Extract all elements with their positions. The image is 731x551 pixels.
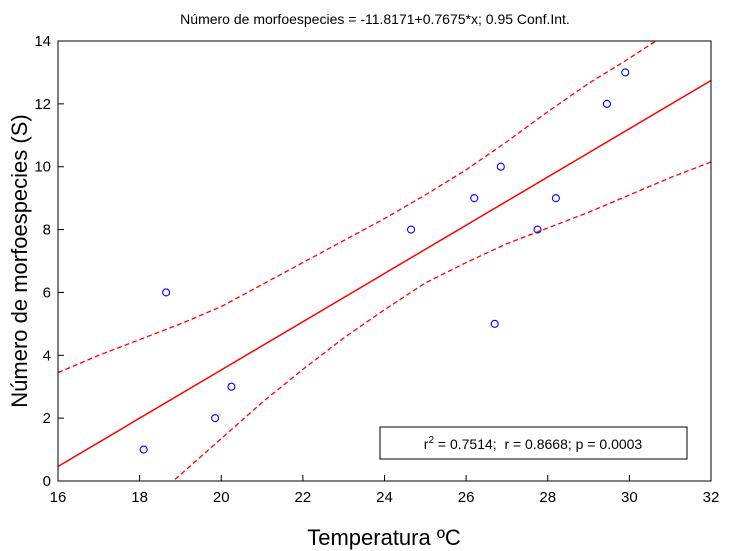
stats-text: r2 = 0.7514; r = 0.8668; p = 0.0003 <box>424 435 643 452</box>
y-tick-label: 6 <box>43 284 51 301</box>
stats-box <box>379 426 688 460</box>
data-points <box>139 68 630 454</box>
x-tick-label: 28 <box>539 489 556 506</box>
x-axis-ticks: 16 18 20 22 24 26 28 30 32 <box>50 475 720 506</box>
x-tick-label: 16 <box>50 489 67 506</box>
r2-symbol: r <box>424 436 429 452</box>
stats-values: = 0.7514; r = 0.8668; p = 0.0003 <box>434 436 642 452</box>
chart-title: Número de morfoespecies = -11.8171+0.767… <box>180 11 570 27</box>
plot-frame <box>57 40 712 482</box>
y-axis-ticks: 0 2 4 6 8 10 12 14 <box>34 33 64 490</box>
regression-line-group <box>58 79 711 468</box>
data-point <box>490 319 499 328</box>
data-point <box>470 194 479 203</box>
y-tick-label: 0 <box>43 473 51 490</box>
data-point <box>602 99 611 108</box>
data-point <box>227 382 236 391</box>
x-tick-label: 30 <box>621 489 638 506</box>
y-tick-label: 12 <box>34 96 51 113</box>
x-tick-label: 32 <box>703 489 720 506</box>
y-tick-label: 2 <box>43 410 51 427</box>
data-point <box>406 225 416 234</box>
data-point <box>551 194 560 203</box>
x-axis-label: Temperatura ºC <box>307 525 461 550</box>
x-tick-label: 18 <box>131 489 148 506</box>
y-tick-label: 14 <box>34 33 51 50</box>
data-point <box>162 288 171 297</box>
x-tick-label: 24 <box>376 489 393 506</box>
y-axis-label: Número de morfoespecies (S) <box>7 114 32 407</box>
confidence-band-upper <box>58 41 658 374</box>
data-point <box>211 414 220 423</box>
r2-exponent: 2 <box>428 435 434 446</box>
data-point <box>621 68 630 77</box>
x-tick-label: 26 <box>458 489 475 506</box>
y-tick-label: 10 <box>34 159 51 176</box>
data-point <box>496 162 505 171</box>
data-point <box>533 225 542 234</box>
y-tick-label: 4 <box>43 347 51 364</box>
data-point <box>139 445 148 454</box>
y-tick-label: 8 <box>43 222 51 239</box>
x-tick-label: 22 <box>295 489 312 506</box>
confidence-band-lines <box>58 41 711 481</box>
x-tick-label: 20 <box>213 489 230 506</box>
regression-line <box>58 79 711 468</box>
